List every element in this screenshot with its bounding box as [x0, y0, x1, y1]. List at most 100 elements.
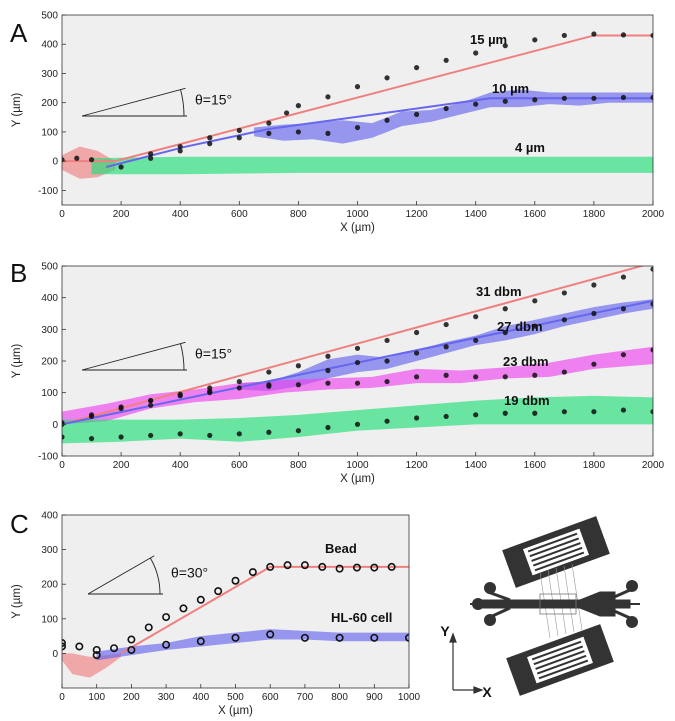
x-tick-label: 400	[172, 460, 189, 471]
data-point	[502, 306, 508, 312]
y-tick-label: 200	[41, 357, 58, 368]
data-point	[591, 282, 597, 288]
data-point	[266, 630, 275, 639]
data-point	[532, 298, 538, 304]
data-point	[236, 135, 242, 141]
series-label: 23 dbm	[503, 354, 549, 369]
data-point	[532, 37, 538, 43]
data-point	[414, 329, 420, 336]
y-tick-label: 500	[41, 11, 58, 22]
data-point	[335, 564, 344, 573]
data-point	[92, 645, 101, 654]
device-sorting-region	[539, 593, 577, 615]
x-axis-label: X (µm)	[340, 473, 375, 485]
data-point	[650, 301, 653, 307]
data-point	[148, 151, 154, 157]
x-tick-label: 800	[290, 209, 307, 220]
device-x-axis-label: X	[482, 684, 492, 700]
data-point	[295, 428, 301, 434]
data-point	[502, 410, 508, 416]
plot-area	[62, 266, 653, 444]
device-coordinate-axes	[449, 632, 484, 694]
data-point	[127, 645, 136, 654]
data-point	[325, 130, 331, 136]
data-point	[196, 637, 205, 646]
y-tick-label: 200	[41, 580, 58, 591]
data-point	[352, 563, 361, 572]
data-point	[236, 378, 242, 385]
data-point	[620, 352, 627, 358]
series-label: HL-60 cell	[331, 610, 392, 625]
x-tick-label: 600	[231, 209, 248, 220]
data-point	[354, 345, 361, 351]
y-tick-label: 500	[41, 262, 58, 273]
data-point	[354, 124, 361, 131]
x-tick-label: 1200	[405, 460, 428, 471]
x-tick-label: 800	[290, 460, 307, 471]
data-point	[62, 434, 65, 440]
y-axis-label: Y (µm)	[11, 93, 23, 128]
data-point	[561, 317, 567, 323]
angle-arc	[180, 89, 185, 117]
data-point	[266, 130, 272, 136]
series-band-1	[96, 629, 409, 661]
x-tick-label: 600	[262, 692, 279, 703]
data-point	[295, 363, 301, 369]
x-tick-label: 200	[123, 692, 140, 703]
device-channel	[470, 588, 640, 620]
data-point	[591, 31, 597, 37]
series-line-1	[106, 97, 653, 168]
series-label: 4 µm	[515, 140, 545, 155]
data-point	[300, 561, 309, 570]
data-point	[144, 623, 153, 632]
data-point	[650, 266, 653, 272]
data-point	[207, 135, 213, 141]
x-tick-label: 600	[231, 460, 248, 471]
x-tick-label: 700	[297, 692, 314, 703]
data-point	[414, 350, 420, 356]
data-point	[532, 323, 538, 329]
series-line-0	[120, 565, 409, 655]
y-tick-label: 400	[41, 40, 58, 51]
plot-area	[62, 561, 409, 678]
data-point	[650, 409, 653, 415]
panel-b: 0 200 400 600 800 1000 1200 1400 1600 1800 2000-10…	[10, 258, 665, 485]
x-axis-label: X (µm)	[340, 222, 375, 234]
data-point	[473, 412, 479, 418]
series-band-2	[91, 156, 653, 175]
data-point	[177, 431, 183, 437]
panel-c: 0 100 200 300 400 500 600 700 800 900 1000 0 100 200 3…	[10, 509, 421, 717]
data-point	[88, 157, 95, 163]
data-point	[591, 310, 597, 317]
data-point	[591, 409, 597, 415]
data-point	[414, 415, 420, 421]
y-tick-label: 0	[52, 649, 58, 660]
data-point	[75, 642, 84, 651]
data-point	[207, 141, 213, 147]
data-point	[118, 434, 124, 440]
x-tick-label: 0	[59, 209, 65, 220]
series-label: 27 dbm	[497, 319, 543, 334]
device-ports	[472, 580, 638, 628]
data-point	[443, 344, 449, 350]
data-point	[502, 374, 508, 380]
x-tick-label: 400	[192, 692, 209, 703]
x-tick-label: 1600	[524, 460, 547, 471]
data-point	[266, 120, 272, 126]
data-point	[62, 642, 66, 651]
data-point	[92, 651, 101, 660]
data-point	[620, 32, 627, 38]
y-axis-label: Y (µm)	[11, 584, 23, 619]
x-tick-label: 1600	[524, 209, 547, 220]
data-point	[231, 633, 240, 642]
y-tick-label: 300	[41, 69, 58, 80]
series-label: 10 µm	[492, 81, 529, 96]
x-tick-label: 1800	[583, 460, 606, 471]
data-point	[162, 640, 171, 649]
data-point	[532, 410, 538, 416]
x-tick-label: 1000	[346, 209, 369, 220]
panel-label: B	[10, 258, 27, 288]
x-tick-label: 400	[172, 209, 189, 220]
angle-incline-line	[87, 555, 155, 595]
data-point	[177, 143, 183, 150]
